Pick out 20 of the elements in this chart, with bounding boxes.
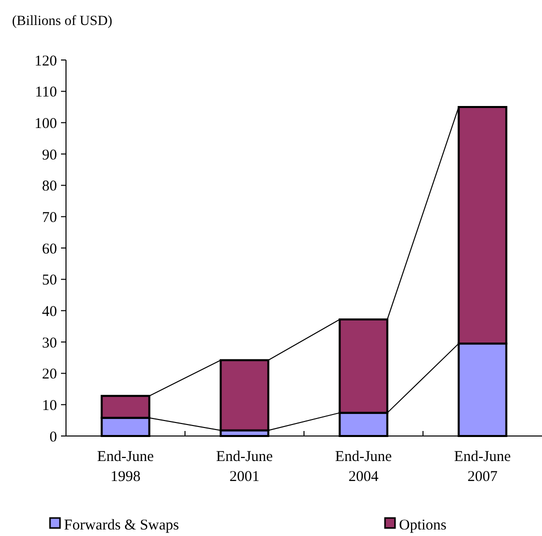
y-tick-label: 30 [42,335,57,352]
y-tick-label: 50 [42,272,57,289]
x-tick-label: End-June 2001 [216,449,274,485]
y-tick-label: 80 [42,178,57,195]
y-tick-label: 100 [34,116,57,132]
y-axis-title: (Billions of USD) [12,14,113,29]
legend-label: Options [399,517,447,534]
x-tick-label: End-June 2007 [454,449,512,485]
x-tick-label: End-June 2004 [335,449,392,485]
y-tick-label: 110 [35,84,57,101]
legend-label: Forwards & Swaps [64,517,180,534]
y-tick-label: 0 [50,429,57,446]
y-tick-label: 40 [42,304,57,320]
y-tick-label: 90 [42,147,57,164]
y-tick-label: 60 [42,241,57,258]
y-tick-label: 20 [42,366,57,383]
y-tick-label: 70 [42,210,57,226]
y-tick-label: 10 [42,398,57,414]
x-tick-label: End-June 1998 [97,449,154,485]
y-tick-label: 120 [34,53,57,70]
